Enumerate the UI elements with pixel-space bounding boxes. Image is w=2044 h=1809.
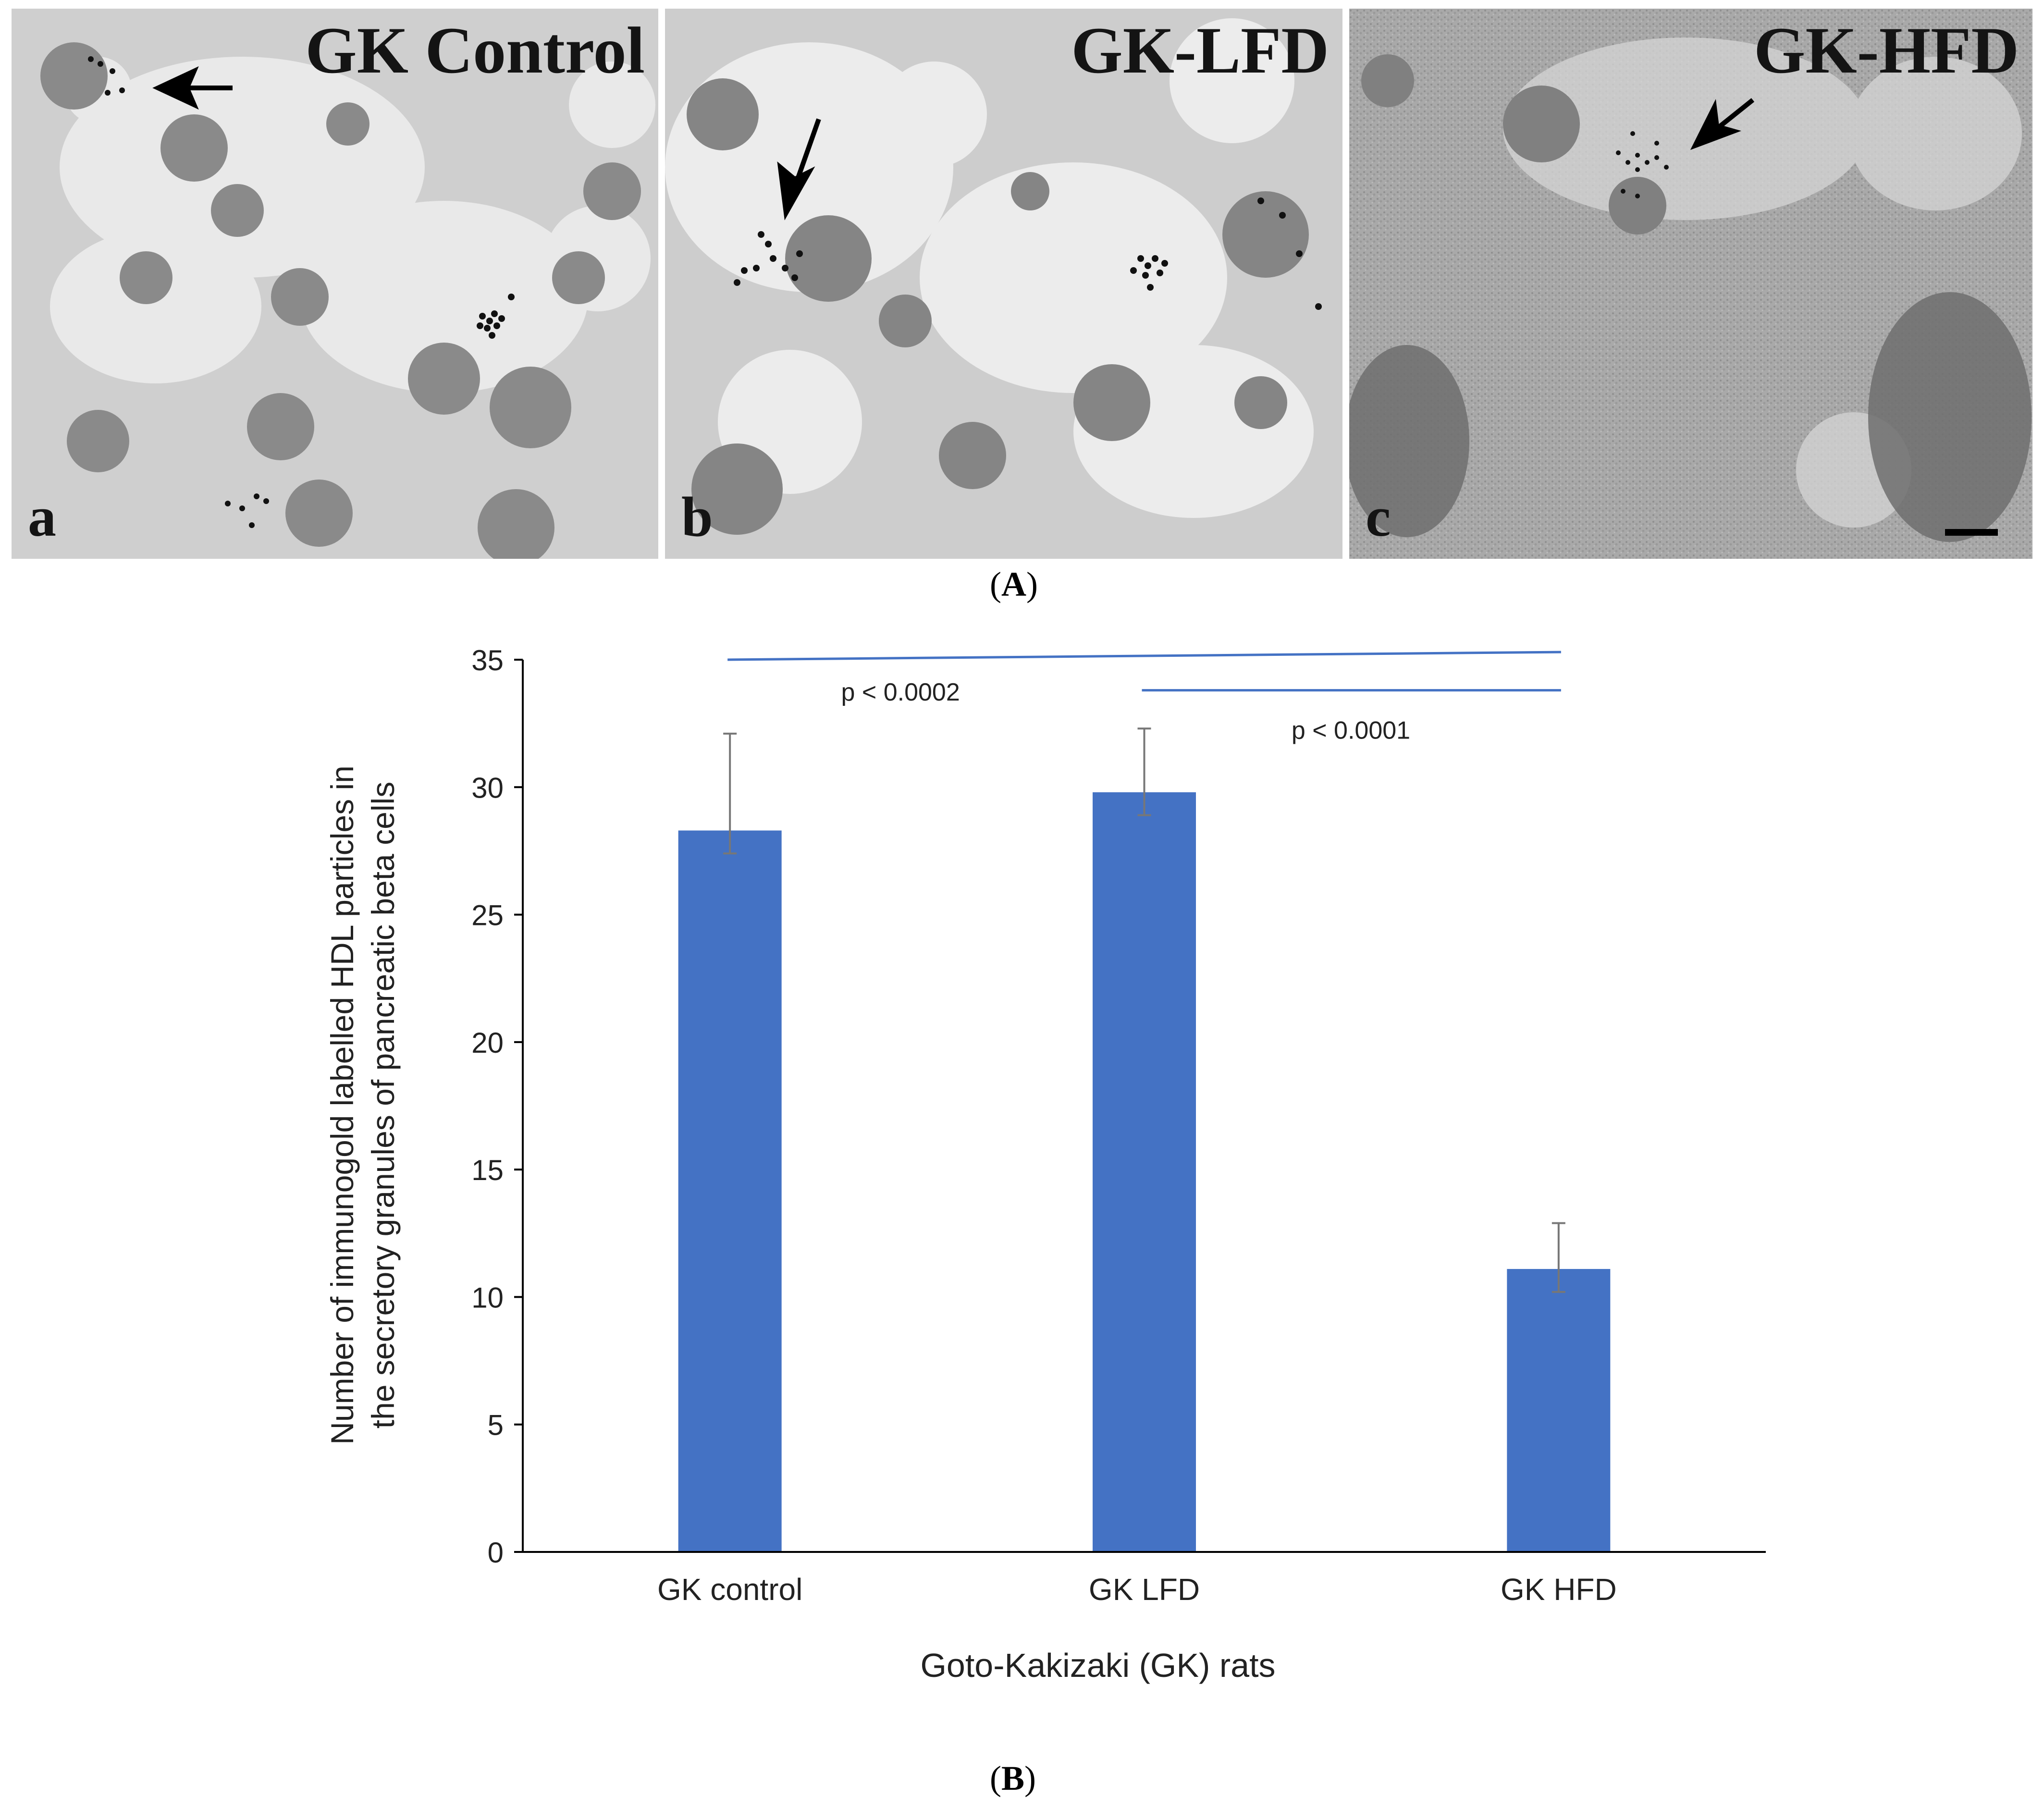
figure-part-a-letter: A [1001, 565, 1026, 603]
panel-title-c: GK-HFD [1754, 13, 2019, 87]
y-axis-label-line2: the secretory granules of pancreatic bet… [365, 782, 401, 1428]
micrograph-image-a [12, 9, 658, 559]
bar-3 [1507, 1269, 1611, 1552]
panel-letter-c: c [1366, 485, 1391, 548]
micrograph-image-b [665, 9, 1342, 559]
panel-title-b: GK-LFD [1071, 13, 1329, 87]
y-tick-label: 0 [488, 1537, 504, 1569]
y-tick-label: 10 [471, 1281, 504, 1314]
panel-letter-b: b [681, 485, 713, 548]
y-tick-label: 5 [488, 1409, 504, 1441]
micrograph-panel-a: GK Control a [12, 9, 658, 559]
significance-label: p < 0.0001 [1292, 716, 1410, 744]
x-axis: GK control GK LFD GK HFD [523, 1551, 1766, 1607]
bar-2 [1093, 792, 1196, 1552]
panel-letter-a: a [28, 485, 56, 548]
y-tick-label: 25 [471, 899, 504, 932]
bars-group [678, 727, 1611, 1552]
y-tick-label: 30 [471, 772, 504, 804]
micrograph-panel-b: GK-LFD b [665, 9, 1342, 559]
significance-annotations: p < 0.0002 p < 0.0001 [727, 651, 1561, 744]
micrograph-row: GK Control a [12, 9, 2032, 559]
bar-1 [678, 830, 782, 1552]
bar-chart: p < 0.0002 p < 0.0001 0 5 10 15 20 25 30 35 GK c… [324, 644, 1766, 1684]
panel-title-a: GK Control [305, 13, 645, 87]
y-axis: 0 5 10 15 20 25 30 35 [471, 644, 524, 1569]
figure-part-a-label: (A) [990, 565, 1038, 603]
x-tick-label: GK HFD [1501, 1572, 1617, 1607]
y-axis-label-line1: Number of immunogold labelled HDL partic… [324, 765, 360, 1445]
y-tick-label: 35 [471, 644, 504, 677]
significance-label: p < 0.0002 [841, 678, 960, 706]
scale-bar [1945, 529, 1998, 536]
x-tick-label: GK LFD [1089, 1572, 1200, 1607]
y-tick-label: 20 [471, 1027, 504, 1059]
figure-part-b-letter: B [1001, 1759, 1025, 1797]
micrograph-panel-c: GK-HFD c [1349, 9, 2032, 559]
micrograph-image-c [1349, 9, 2032, 559]
figure-part-b-label: (B) [990, 1759, 1036, 1797]
significance-line [727, 651, 1561, 661]
x-axis-label: Goto-Kakizaki (GK) rats [920, 1647, 1275, 1684]
x-tick-label: GK control [657, 1572, 802, 1607]
y-tick-label: 15 [471, 1154, 504, 1186]
